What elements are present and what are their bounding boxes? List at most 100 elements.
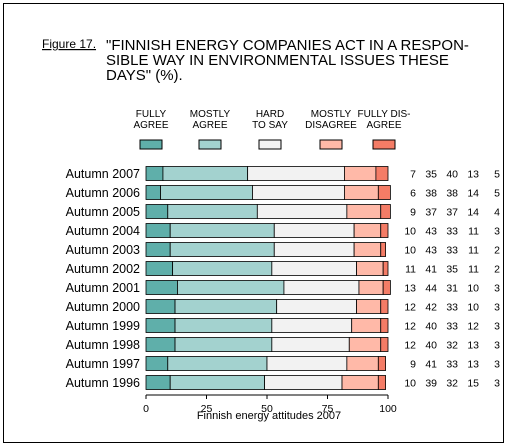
value-label: 38 [425, 188, 437, 200]
value-label: 10 [404, 245, 416, 257]
value-label: 11 [468, 264, 479, 276]
bar-segment [341, 375, 379, 390]
bar-segment [380, 223, 389, 238]
bar-segment [145, 337, 176, 352]
value-label: 9 [410, 207, 416, 219]
bar-segment [145, 356, 169, 371]
value-label: 3 [494, 283, 500, 295]
bar-segment [174, 337, 273, 352]
legend-label: FULLY [136, 109, 167, 120]
legend-label: MOSTLY [311, 109, 352, 120]
bar-segment [160, 185, 253, 200]
x-tick-label: 50 [261, 403, 273, 415]
bar-segment [266, 356, 348, 371]
bar-segment [344, 185, 379, 200]
bar-segment [356, 261, 384, 276]
bar-segment [346, 356, 379, 371]
bar-segment [145, 185, 161, 200]
value-label: 3 [494, 302, 500, 314]
value-label: 33 [446, 321, 458, 333]
bar-segment [145, 242, 171, 257]
bar-segment [271, 318, 353, 333]
chart-title-line-2: SIBLE WAY IN ENVIRONMENTAL ISSUES THESE [106, 52, 449, 69]
value-label: 32 [446, 340, 458, 352]
value-label: 5 [494, 169, 500, 181]
legend-label: AGREE [192, 120, 227, 131]
x-tick-label: 25 [201, 403, 213, 415]
value-label: 10 [467, 283, 479, 295]
value-label: 2 [494, 264, 500, 276]
bar-segment [264, 375, 343, 390]
value-label: 12 [404, 302, 416, 314]
bar-segment [377, 185, 391, 200]
legend-label: DISAGREE [305, 120, 357, 131]
category-label: Autumn 1999 [66, 319, 140, 333]
value-label: 37 [446, 207, 458, 219]
bar-segment [375, 166, 389, 181]
legend-label: MOSTLY [190, 109, 231, 120]
value-label: 13 [467, 169, 479, 181]
category-label: Autumn 2003 [66, 243, 140, 257]
value-label: 12 [404, 321, 416, 333]
legend-swatch [139, 139, 163, 150]
bar-segment [380, 242, 386, 257]
stacked-bar-chart: Figure 17. "FINNISH ENERGY COMPANIES ACT… [42, 37, 500, 422]
value-label: 3 [494, 340, 500, 352]
bar-segment [358, 280, 384, 295]
legend-swatch [258, 139, 282, 150]
value-label: 7 [410, 169, 416, 181]
value-label: 39 [425, 378, 437, 390]
bar-segment [348, 337, 382, 352]
value-label: 10 [404, 378, 416, 390]
bar-segment [145, 261, 174, 276]
value-label: 33 [446, 245, 458, 257]
value-label: 2 [494, 245, 500, 257]
bar-segment [380, 318, 389, 333]
legend-label: AGREE [133, 120, 168, 131]
bar-segment [382, 280, 391, 295]
value-label: 44 [425, 283, 437, 295]
bar-segment [271, 337, 350, 352]
value-label: 33 [446, 226, 458, 238]
legend-label: AGREE [366, 120, 401, 131]
legend-swatch [198, 139, 222, 150]
bar-segment [353, 223, 382, 238]
value-label: 41 [425, 359, 437, 371]
value-label: 15 [467, 378, 479, 390]
x-tick-label: 100 [379, 403, 397, 415]
bar-segment [169, 223, 275, 238]
bar-segment [380, 204, 391, 219]
value-label: 4 [494, 207, 500, 219]
value-label: 3 [494, 321, 500, 333]
bar-segment [145, 280, 178, 295]
value-label: 40 [425, 321, 437, 333]
bar-segment [256, 204, 348, 219]
value-label: 11 [468, 245, 479, 257]
legend-swatch [372, 139, 396, 150]
value-label: 40 [425, 340, 437, 352]
value-label: 12 [404, 340, 416, 352]
value-label: 11 [405, 264, 416, 276]
value-label: 40 [446, 169, 458, 181]
bar-segment [377, 356, 386, 371]
bar-segment [145, 299, 176, 314]
bar-segment [351, 318, 382, 333]
figure-frame: Figure 17. "FINNISH ENERGY COMPANIES ACT… [3, 3, 504, 443]
bar-segment [162, 166, 249, 181]
bar-segment [380, 337, 389, 352]
value-label: 13 [404, 283, 416, 295]
value-label: 38 [446, 188, 458, 200]
value-label: 3 [494, 226, 500, 238]
bar-segment [273, 242, 355, 257]
legend-label: TO SAY [252, 120, 288, 131]
category-label: Autumn 1997 [66, 357, 140, 371]
chart-title: "FINNISH ENERGY COMPANIES ACT IN A RESPO… [106, 37, 469, 84]
bar-segment [145, 318, 176, 333]
value-label: 12 [467, 321, 479, 333]
bar-segment [174, 299, 278, 314]
value-label: 32 [446, 378, 458, 390]
value-label: 11 [468, 226, 479, 238]
bar-segment [380, 299, 389, 314]
value-label: 9 [410, 359, 416, 371]
